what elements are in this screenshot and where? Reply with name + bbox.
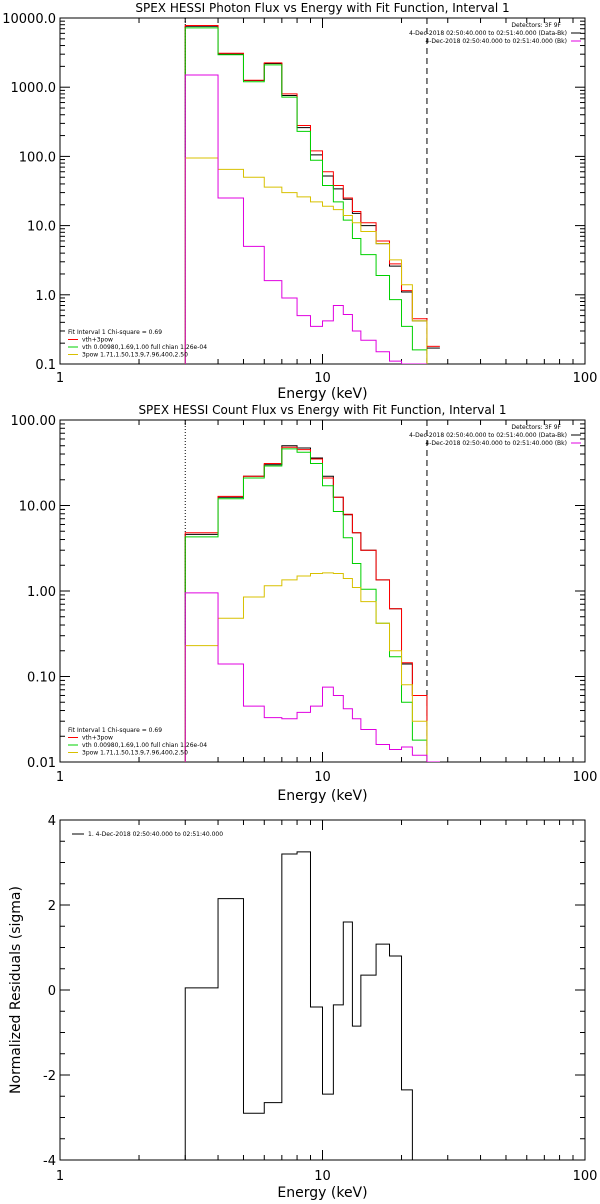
series-line (184, 592, 428, 762)
y-tick-label: -4 (43, 1154, 56, 1169)
series-line (184, 157, 428, 364)
legend-entry-label: 3pow 1.71,1.50,13.9,7.96,400,2.50 (82, 352, 188, 359)
plot-frame (59, 819, 586, 1161)
legend-header: Fit Interval 1 Chi-square = 0.69 (68, 727, 162, 734)
series-line (184, 25, 428, 364)
x-tick-label: 1 (56, 371, 64, 386)
y-tick-label: 4 (48, 814, 56, 829)
x-axis-label: Energy (keV) (277, 1185, 367, 1200)
legend-entry-label: 4-Dec-2018 02:50:40.000 to 02:51:40.000 … (409, 30, 567, 37)
legend-header: Detectors: 3F 9F (511, 424, 561, 431)
chart-title: SPEX HESSI Count Flux vs Energy with Fit… (138, 403, 506, 417)
series-line (184, 74, 427, 364)
series-line (184, 572, 428, 762)
legend-entry-label: vth+3pow (82, 735, 113, 742)
legend-entry-label: vth 0.00980,1.69,1.00 full chian 1.26e-0… (82, 344, 207, 351)
y-tick-label: -2 (43, 1069, 56, 1084)
legend-entry-label: 4-Dec-2018 02:50:40.000 to 02:51:40.000 … (409, 432, 567, 439)
x-tick-label: 1 (56, 770, 64, 785)
series-line (184, 851, 427, 1160)
y-tick-label: 1000.0 (11, 81, 57, 96)
legend-entry-label: 4-Dec-2018 02:50:40.000 to 02:51:40.000 … (425, 38, 567, 45)
y-tick-label: 0 (48, 984, 56, 999)
series-line (184, 448, 428, 762)
y-tick-label: 100.00 (11, 414, 57, 429)
legend-entry-label: vth 0.00980,1.69,1.00 full chian 1.26e-0… (82, 742, 207, 749)
y-tick-label: 1.0 (35, 289, 56, 304)
plot-frame (59, 17, 586, 365)
legend-header: Fit Interval 1 Chi-square = 0.69 (68, 329, 162, 336)
y-tick-label: 0.10 (27, 671, 56, 686)
chart-title: SPEX HESSI Photon Flux vs Energy with Fi… (135, 1, 509, 15)
y-tick-label: 10.00 (19, 500, 56, 515)
x-tick-label: 100 (573, 770, 598, 785)
chart-panel-3: 1 10 100 4 2 0 -2 -4 Energy (keV) Normalized Resi… (8, 814, 598, 1201)
y-tick-label: 0.01 (27, 756, 56, 771)
y-axis-label: Normalized Residuals (sigma) (8, 886, 24, 1094)
legend-entry-label: 4-Dec-2018 02:50:40.000 to 02:51:40.000 … (425, 440, 567, 447)
series-group (184, 851, 427, 1160)
x-tick-label: 100 (573, 371, 598, 386)
x-tick-label: 10 (314, 1169, 331, 1184)
y-tick-label: 10.0 (27, 220, 56, 235)
y-tick-label: 0.1 (35, 358, 56, 373)
series-group (184, 420, 440, 762)
x-axis-label: Energy (keV) (277, 386, 367, 402)
y-tick-label: 100.0 (19, 150, 56, 165)
x-tick-label: 10 (314, 371, 331, 386)
y-tick-label: 2 (48, 899, 56, 914)
legend-header: Detectors: 3F 9F (511, 22, 561, 29)
x-tick-label: 10 (314, 770, 331, 785)
x-tick-label: 1 (56, 1169, 64, 1184)
series-line (184, 445, 428, 762)
chart-panel-1: SPEX HESSI Photon Flux vs Energy with Fi… (2, 1, 597, 402)
series-line (184, 24, 428, 364)
x-axis-label: Energy (keV) (277, 788, 367, 804)
y-tick-label: 10000.0 (2, 12, 56, 27)
x-tick-label: 100 (573, 1169, 598, 1184)
y-tick-label: 1.00 (27, 585, 56, 600)
legend-entry-label: 1. 4-Dec-2018 02:50:40.000 to 02:51:40.0… (88, 831, 223, 838)
series-group (184, 18, 440, 364)
legend-entry-label: 3pow 1.71,1.50,13.9,7.96,400,2.50 (82, 750, 188, 757)
legend-entry-label: vth+3pow (82, 337, 113, 344)
chart-panel-2: SPEX HESSI Count Flux vs Energy with Fit… (11, 403, 598, 804)
series-line (184, 446, 428, 762)
series-line (184, 27, 428, 364)
